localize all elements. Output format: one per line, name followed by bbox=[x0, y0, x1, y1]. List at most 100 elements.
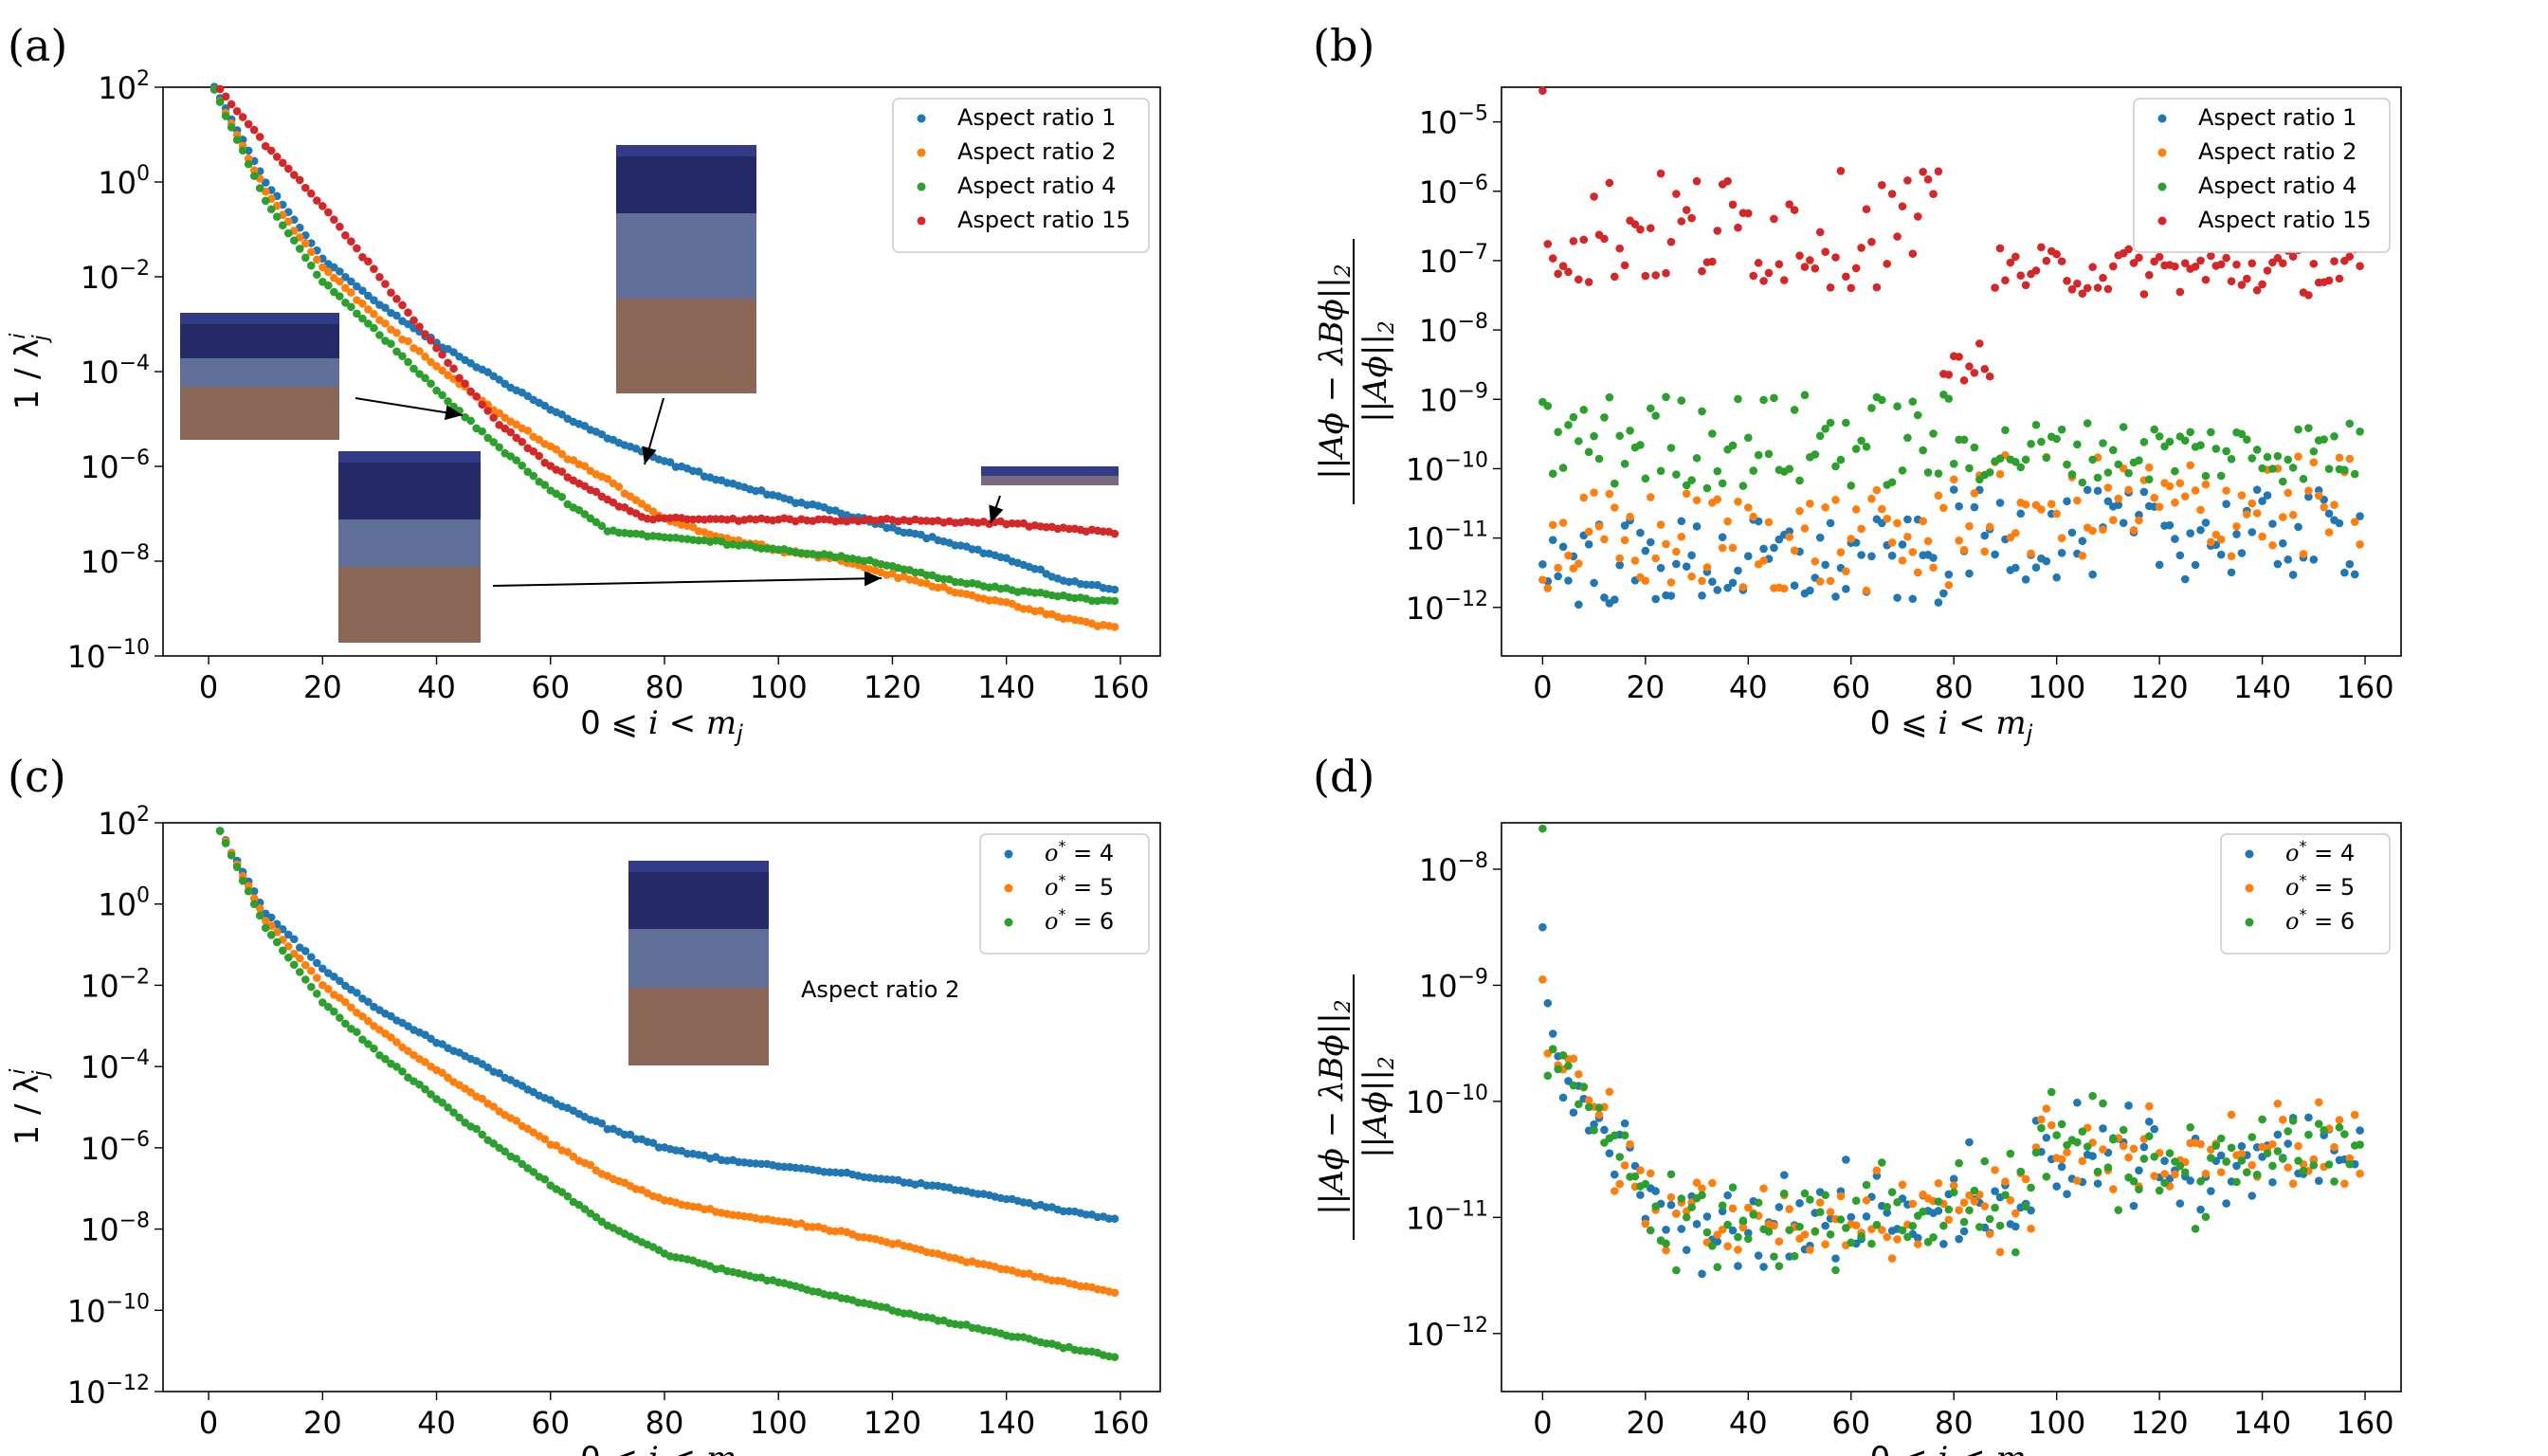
data-point-o-4 bbox=[1543, 998, 1553, 1008]
legend-marker-a bbox=[917, 182, 926, 191]
data-point-o-5 bbox=[2330, 1142, 2339, 1152]
data-point-aspect-ratio-1 bbox=[1831, 592, 1840, 601]
data-point-aspect-ratio-2 bbox=[1620, 536, 1629, 545]
data-point-aspect-ratio-2 bbox=[381, 319, 390, 328]
x-tick-label-c: 20 bbox=[303, 1405, 342, 1441]
data-point-aspect-ratio-1 bbox=[2216, 550, 2226, 559]
x-axis-label-b: 0 ⩽ i < mj bbox=[1870, 704, 2033, 747]
x-tick-label-d: 140 bbox=[2233, 1405, 2291, 1441]
inset-block-thin-top bbox=[981, 466, 1119, 476]
inset-layer-bottom bbox=[180, 387, 339, 440]
data-point-aspect-ratio-1 bbox=[483, 368, 492, 376]
data-point-o-5 bbox=[1877, 1226, 1886, 1234]
data-point-aspect-ratio-4 bbox=[2088, 455, 2097, 464]
data-point-o-6 bbox=[1774, 1262, 1784, 1270]
data-point-aspect-ratio-15 bbox=[1600, 234, 1609, 244]
y-tick-label-b: 10−6 bbox=[1419, 172, 1488, 210]
data-point-o-6 bbox=[1543, 1071, 1553, 1081]
x-tick-label-b: 120 bbox=[2131, 669, 2189, 705]
data-point-aspect-ratio-15 bbox=[232, 106, 242, 116]
data-point-aspect-ratio-2 bbox=[1903, 532, 1912, 541]
data-point-o-6 bbox=[1764, 1228, 1774, 1236]
data-point-aspect-ratio-2 bbox=[1574, 559, 1583, 568]
data-point-aspect-ratio-4 bbox=[2063, 460, 2071, 469]
data-point-o-6 bbox=[1919, 1207, 1927, 1216]
data-point-aspect-ratio-2 bbox=[2330, 500, 2339, 509]
data-point-o-6 bbox=[1672, 1265, 1681, 1275]
data-point-o-4 bbox=[421, 1030, 429, 1039]
data-point-o-6 bbox=[2063, 1140, 2071, 1150]
data-point-aspect-ratio-2 bbox=[1579, 493, 1589, 502]
data-point-aspect-ratio-4 bbox=[2294, 425, 2302, 434]
data-point-o-6 bbox=[2227, 1143, 2236, 1153]
data-point-aspect-ratio-4 bbox=[495, 443, 503, 452]
data-point-aspect-ratio-2 bbox=[1939, 503, 1948, 513]
data-point-aspect-ratio-1 bbox=[2263, 491, 2272, 500]
data-point-aspect-ratio-15 bbox=[2258, 280, 2266, 289]
data-point-o-6 bbox=[1687, 1203, 1696, 1211]
data-point-aspect-ratio-2 bbox=[2011, 528, 2020, 537]
data-point-aspect-ratio-2 bbox=[438, 366, 446, 375]
data-point-aspect-ratio-15 bbox=[1851, 264, 1861, 273]
data-point-aspect-ratio-15 bbox=[1913, 212, 1922, 221]
inset-layer-mid bbox=[628, 929, 769, 988]
data-point-o-5 bbox=[295, 954, 304, 963]
data-point-aspect-ratio-15 bbox=[1862, 205, 1871, 214]
data-point-o-6 bbox=[2330, 1177, 2339, 1186]
data-point-aspect-ratio-4 bbox=[574, 505, 584, 515]
data-point-aspect-ratio-4 bbox=[1898, 466, 1907, 475]
data-point-aspect-ratio-4 bbox=[2124, 468, 2133, 478]
data-point-o-6 bbox=[1887, 1188, 1897, 1196]
data-point-o-6 bbox=[1594, 1103, 1604, 1112]
data-point-aspect-ratio-15 bbox=[1795, 251, 1804, 260]
data-point-o-6 bbox=[249, 900, 259, 909]
data-point-aspect-ratio-2 bbox=[1862, 586, 1871, 595]
data-point-aspect-ratio-15 bbox=[2237, 281, 2247, 289]
data-point-aspect-ratio-15 bbox=[2324, 276, 2334, 285]
data-point-o-6 bbox=[2129, 1176, 2138, 1186]
data-point-o-4 bbox=[1913, 1233, 1922, 1243]
data-point-o-6 bbox=[1893, 1198, 1902, 1207]
data-point-o-6 bbox=[2001, 1191, 2010, 1199]
data-point-aspect-ratio-15 bbox=[2232, 260, 2241, 269]
data-point-o-4 bbox=[2144, 1118, 2154, 1126]
data-point-aspect-ratio-1 bbox=[1821, 560, 1829, 570]
data-point-aspect-ratio-2 bbox=[1728, 543, 1738, 553]
data-point-aspect-ratio-1 bbox=[1611, 595, 1619, 604]
data-point-aspect-ratio-2 bbox=[1877, 504, 1886, 514]
data-point-o-6 bbox=[2135, 1185, 2143, 1193]
data-point-aspect-ratio-4 bbox=[1934, 469, 1943, 478]
inset-arrow-medium-head bbox=[864, 571, 882, 587]
data-point-o-6 bbox=[2263, 1149, 2272, 1157]
data-point-o-6 bbox=[244, 886, 253, 896]
data-point-o-6 bbox=[2114, 1206, 2123, 1214]
data-point-o-6 bbox=[1702, 1228, 1712, 1237]
data-point-aspect-ratio-4 bbox=[1702, 483, 1712, 493]
data-point-aspect-ratio-1 bbox=[1708, 577, 1717, 586]
data-point-aspect-ratio-15 bbox=[2109, 262, 2118, 271]
data-point-aspect-ratio-2 bbox=[1615, 554, 1625, 563]
data-point-o-5 bbox=[1759, 1184, 1768, 1193]
data-point-aspect-ratio-4 bbox=[2011, 457, 2020, 466]
data-point-aspect-ratio-4 bbox=[2284, 455, 2292, 464]
data-point-aspect-ratio-15 bbox=[1821, 247, 1829, 256]
data-point-o-6 bbox=[1749, 1210, 1758, 1219]
data-point-aspect-ratio-2 bbox=[2284, 488, 2292, 498]
data-point-o-4 bbox=[1682, 1246, 1691, 1255]
data-point-aspect-ratio-4 bbox=[2083, 419, 2092, 428]
data-point-o-5 bbox=[2356, 1169, 2364, 1178]
data-point-aspect-ratio-4 bbox=[2345, 419, 2355, 428]
inset-layer-mid bbox=[338, 519, 481, 567]
inset-block-thin-side bbox=[981, 476, 1119, 485]
data-point-o-4 bbox=[249, 886, 259, 896]
data-point-o-5 bbox=[1743, 1203, 1753, 1212]
data-point-aspect-ratio-4 bbox=[756, 544, 766, 553]
x-tick-label-a: 60 bbox=[531, 669, 570, 705]
data-point-o-6 bbox=[2320, 1126, 2328, 1135]
data-point-aspect-ratio-2 bbox=[1600, 535, 1609, 544]
data-point-aspect-ratio-4 bbox=[1687, 476, 1696, 484]
data-point-aspect-ratio-1 bbox=[2119, 519, 2128, 527]
data-point-aspect-ratio-15 bbox=[364, 257, 373, 266]
data-point-aspect-ratio-4 bbox=[597, 521, 607, 531]
data-point-aspect-ratio-2 bbox=[2109, 516, 2118, 525]
